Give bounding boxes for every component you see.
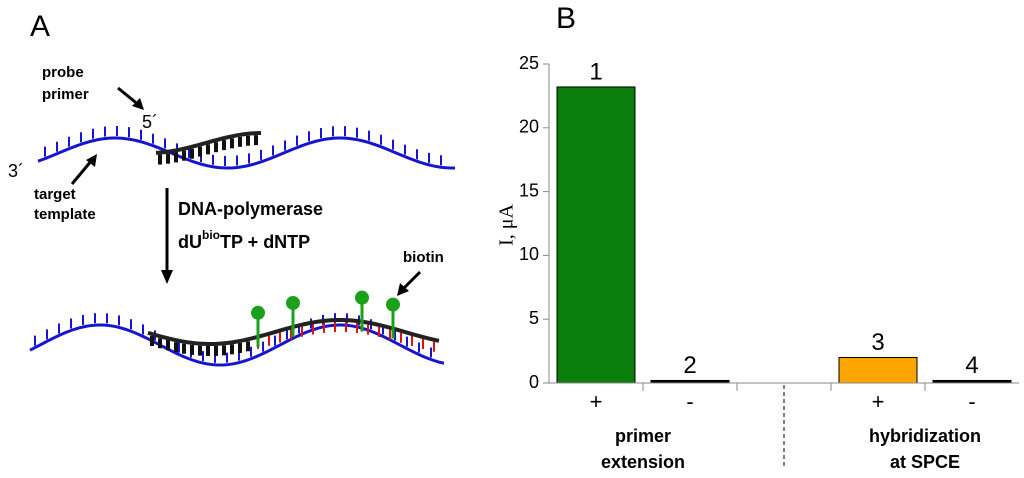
x-tick-label: - (686, 389, 693, 414)
group-label: at SPCE (890, 452, 960, 472)
bar-label: 3 (871, 329, 884, 356)
arrowhead (161, 270, 173, 284)
biotin-label: biotin (403, 249, 444, 266)
y-tick-label: 25 (519, 53, 539, 73)
biotin (286, 295, 300, 310)
reagent: dUbioTP + dNTP (178, 228, 310, 252)
panel-label: B (556, 2, 576, 35)
x-tick-label: + (872, 389, 885, 414)
bar (556, 86, 636, 384)
bar-label: 2 (683, 352, 696, 379)
panel-a: A probe primer 5´ 3´ target template DNA… (8, 10, 456, 367)
y-tick-label: 10 (519, 244, 539, 264)
x-tick-label: + (590, 389, 603, 414)
arrowhead (132, 98, 144, 110)
probe-label: primer (42, 86, 89, 103)
biotin (386, 297, 400, 312)
arrow (400, 270, 422, 292)
panel-label: A (30, 10, 50, 43)
strand (155, 131, 262, 155)
strand (37, 136, 456, 170)
reagent-pre: dU (178, 232, 202, 252)
biotin (251, 305, 265, 320)
target-label: template (34, 206, 96, 223)
biotin (355, 290, 369, 305)
y-axis-label: I, μA (496, 204, 518, 246)
five-prime: 5´ (142, 112, 158, 132)
reagent-sup: bio (202, 228, 220, 242)
arrowhead (86, 154, 97, 167)
three-prime: 3´ (8, 161, 24, 181)
reagent-post: TP + dNTP (220, 232, 310, 252)
bar (838, 356, 918, 384)
bar-label: 4 (965, 352, 978, 379)
probe-label: probe (42, 64, 84, 81)
enzyme: DNA-polymerase (178, 199, 323, 219)
y-tick-label: 5 (529, 308, 539, 328)
target-label: target (34, 186, 76, 203)
group-label: extension (601, 452, 685, 472)
strand (29, 323, 445, 367)
arrow (70, 159, 94, 185)
group-label: primer (615, 426, 671, 446)
y-tick-label: 15 (519, 180, 539, 200)
bar-label: 1 (589, 58, 602, 85)
arrowhead (397, 283, 409, 296)
x-tick-label: - (968, 389, 975, 414)
group-label: hybridization (869, 426, 981, 446)
y-tick-label: 0 (529, 372, 539, 392)
y-tick-label: 20 (519, 117, 539, 137)
